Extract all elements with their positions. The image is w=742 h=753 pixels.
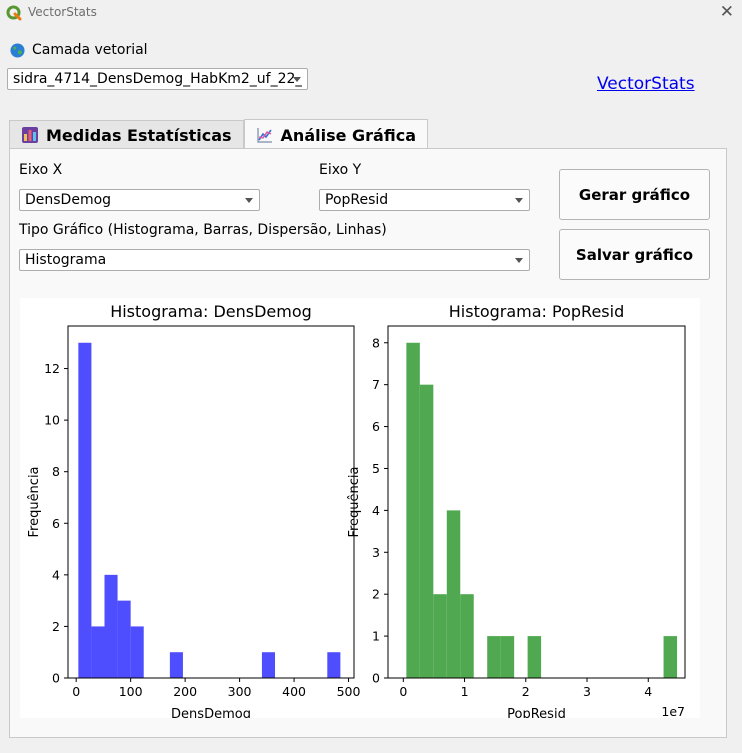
histogram-bar bbox=[406, 342, 420, 678]
histogram-bar bbox=[487, 636, 501, 678]
y-axis-value: PopResid bbox=[325, 192, 389, 208]
histogram-bar bbox=[327, 652, 341, 678]
window-title: VectorStats bbox=[28, 5, 97, 19]
tab-label: Medidas Estatísticas bbox=[46, 125, 232, 145]
histogram-bar bbox=[500, 636, 515, 678]
y-tick-label: 0 bbox=[372, 671, 380, 686]
x-tick-label: 4 bbox=[644, 684, 652, 699]
layer-label: Camada vetorial bbox=[32, 42, 148, 58]
x-offset-label: 1e7 bbox=[661, 704, 685, 718]
x-tick-label: 3 bbox=[583, 684, 591, 699]
chart-type-select[interactable]: Histograma bbox=[19, 249, 530, 271]
y-tick-label: 6 bbox=[372, 419, 380, 434]
chart-type-label: Tipo Gráfico (Histograma, Barras, Disper… bbox=[19, 222, 387, 238]
axes-frame bbox=[387, 325, 686, 679]
x-tick-label: 500 bbox=[337, 684, 361, 699]
tab-bar: Medidas Estatísticas Análise Gráfica bbox=[9, 118, 428, 150]
y-tick-label: 1 bbox=[372, 629, 380, 644]
y-axis-select[interactable]: PopResid bbox=[319, 189, 530, 211]
x-axis-value: DensDemog bbox=[25, 192, 112, 208]
bar-chart-icon bbox=[22, 127, 38, 143]
histogram-bar bbox=[261, 652, 276, 678]
title-bar: VectorStats ✕ bbox=[0, 0, 742, 28]
y-tick-label: 7 bbox=[372, 377, 380, 392]
chart-type-value: Histograma bbox=[25, 252, 107, 268]
histogram-bar bbox=[446, 510, 461, 678]
x-axis-title: PopResid bbox=[507, 707, 566, 718]
y-tick-label: 8 bbox=[52, 464, 60, 479]
y-tick-label: 12 bbox=[44, 361, 60, 376]
y-axis-label: Eixo Y bbox=[319, 162, 362, 178]
chevron-down-icon bbox=[245, 198, 253, 203]
x-tick-label: 400 bbox=[282, 684, 306, 699]
y-tick-label: 8 bbox=[372, 335, 380, 350]
x-tick-label: 0 bbox=[72, 684, 80, 699]
tab-label: Análise Gráfica bbox=[280, 125, 416, 145]
x-tick-label: 1 bbox=[461, 684, 469, 699]
x-tick-label: 200 bbox=[173, 684, 197, 699]
chart-title: Histograma: PopResid bbox=[449, 302, 624, 321]
y-axis-title: Frequência bbox=[347, 466, 362, 537]
histogram-bar bbox=[78, 342, 92, 678]
tab-medidas-estatisticas[interactable]: Medidas Estatísticas bbox=[9, 120, 244, 149]
layer-label-row: Camada vetorial bbox=[10, 40, 148, 60]
y-tick-label: 6 bbox=[52, 516, 60, 531]
layer-select-value: sidra_4714_DensDemog_HabKm2_uf_22_ bbox=[13, 71, 303, 87]
axes-frame bbox=[67, 325, 355, 679]
y-tick-label: 3 bbox=[372, 545, 380, 560]
x-axis-label: Eixo X bbox=[19, 162, 63, 178]
y-tick-label: 4 bbox=[372, 503, 380, 518]
plot-canvas: 0 100 200 300 400 500 0 2 4 6 8 10 12 Histograma: Den… bbox=[20, 298, 700, 718]
chart-title: Histograma: DensDemog bbox=[110, 302, 312, 321]
layer-select[interactable]: sidra_4714_DensDemog_HabKm2_uf_22_ bbox=[7, 68, 308, 90]
y-tick-label: 5 bbox=[372, 461, 380, 476]
y-tick-label: 2 bbox=[52, 619, 60, 634]
chevron-down-icon bbox=[293, 77, 301, 82]
x-tick-label: 100 bbox=[119, 684, 143, 699]
y-tick-label: 2 bbox=[372, 587, 380, 602]
x-axis-title: DensDemog bbox=[171, 707, 251, 718]
histogram-bar bbox=[419, 384, 434, 678]
y-tick-label: 4 bbox=[52, 567, 60, 582]
tab-analise-grafica[interactable]: Análise Gráfica bbox=[243, 119, 428, 150]
histogram-bar bbox=[117, 600, 131, 678]
x-tick-label: 300 bbox=[228, 684, 252, 699]
histogram-bar bbox=[169, 652, 183, 678]
histogram-bar bbox=[104, 574, 118, 678]
x-axis-select[interactable]: DensDemog bbox=[19, 189, 260, 211]
histogram-bar bbox=[130, 626, 144, 678]
y-tick-label: 0 bbox=[52, 671, 60, 686]
histogram-bar bbox=[460, 594, 474, 678]
y-tick-label: 10 bbox=[44, 413, 60, 428]
y-axis-title: Frequência bbox=[27, 466, 42, 537]
qgis-logo-icon bbox=[6, 5, 22, 21]
histogram-bar bbox=[527, 636, 542, 678]
histogram-chart: 0 1 2 3 4 0 1 2 3 4 5 6 7 8 Histograma: PopResid PopRes… bbox=[347, 302, 686, 718]
globe-icon bbox=[10, 42, 25, 58]
close-icon[interactable]: ✕ bbox=[719, 2, 734, 22]
x-tick-label: 0 bbox=[399, 684, 407, 699]
chevron-down-icon bbox=[515, 258, 523, 263]
generate-chart-button[interactable]: Gerar gráfico bbox=[559, 169, 710, 220]
save-chart-button[interactable]: Salvar gráfico bbox=[559, 229, 710, 280]
vectorstats-link[interactable]: VectorStats bbox=[597, 74, 695, 94]
x-tick-label: 2 bbox=[522, 684, 530, 699]
chevron-down-icon bbox=[515, 198, 523, 203]
histogram-bar bbox=[433, 594, 447, 678]
histogram-bar bbox=[91, 626, 105, 678]
histogram-bar bbox=[663, 636, 678, 678]
histogram-chart: 0 100 200 300 400 500 0 2 4 6 8 10 12 Histograma: Den… bbox=[27, 302, 361, 718]
line-chart-icon bbox=[256, 128, 272, 143]
